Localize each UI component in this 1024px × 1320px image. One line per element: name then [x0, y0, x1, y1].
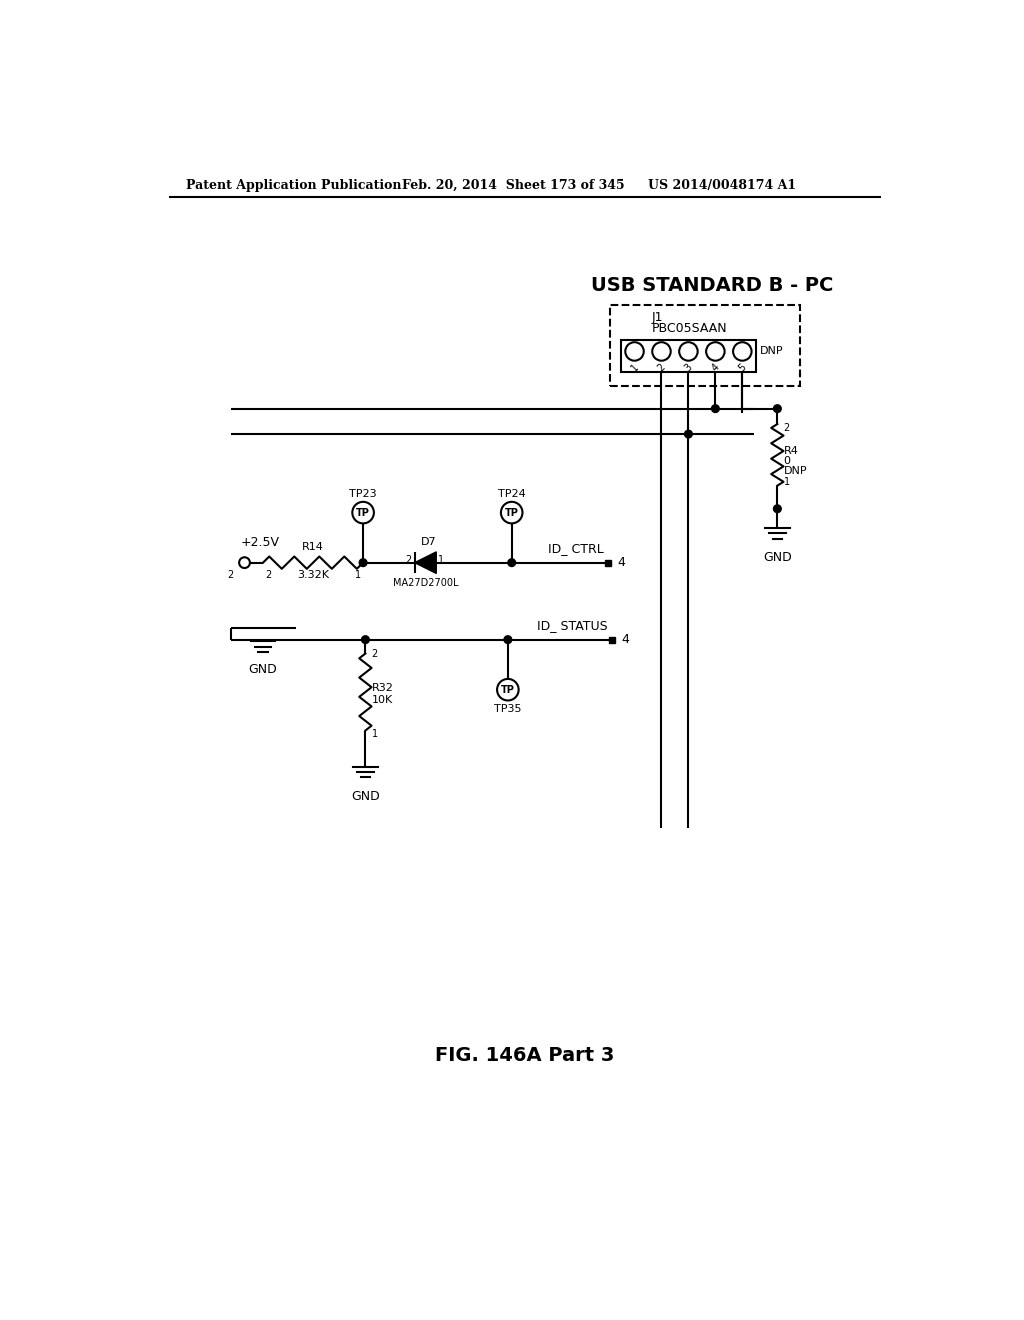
- Text: J1: J1: [652, 312, 664, 323]
- Text: 3.32K: 3.32K: [297, 570, 329, 579]
- Circle shape: [773, 405, 781, 413]
- Circle shape: [361, 636, 370, 644]
- Text: TP: TP: [505, 508, 518, 517]
- Text: TP35: TP35: [495, 704, 521, 714]
- Bar: [609, 305, 801, 385]
- Polygon shape: [415, 552, 436, 573]
- Text: 4: 4: [617, 556, 625, 569]
- Text: ID_ STATUS: ID_ STATUS: [538, 619, 608, 632]
- Text: PBC05SAAN: PBC05SAAN: [652, 322, 727, 335]
- Text: TP: TP: [501, 685, 515, 694]
- Text: 1: 1: [629, 362, 640, 374]
- Circle shape: [504, 636, 512, 644]
- Text: 2: 2: [406, 554, 412, 565]
- Text: 4: 4: [621, 634, 629, 647]
- Text: R4: R4: [783, 446, 799, 455]
- Text: 3: 3: [683, 362, 694, 374]
- Text: R32: R32: [372, 684, 393, 693]
- Text: GND: GND: [249, 663, 278, 676]
- Text: 1: 1: [354, 570, 360, 579]
- Circle shape: [508, 558, 515, 566]
- Text: 1: 1: [783, 477, 790, 487]
- Text: 10K: 10K: [372, 694, 393, 705]
- Bar: [605, 560, 611, 566]
- Text: 1: 1: [438, 554, 444, 565]
- Text: D7: D7: [421, 537, 436, 548]
- Text: R14: R14: [302, 543, 324, 552]
- Text: TP24: TP24: [498, 488, 525, 499]
- Bar: [621, 341, 756, 372]
- Text: Patent Application Publication: Patent Application Publication: [186, 178, 401, 191]
- Circle shape: [712, 405, 719, 413]
- Text: 2: 2: [265, 570, 271, 579]
- Text: MA27D2700L: MA27D2700L: [393, 578, 458, 587]
- Text: Feb. 20, 2014  Sheet 173 of 345: Feb. 20, 2014 Sheet 173 of 345: [401, 178, 625, 191]
- Circle shape: [685, 430, 692, 438]
- Text: 2: 2: [783, 422, 790, 433]
- Text: TP23: TP23: [349, 488, 377, 499]
- Text: 5: 5: [736, 362, 749, 374]
- Text: 2: 2: [372, 648, 378, 659]
- Circle shape: [359, 558, 367, 566]
- Text: 1: 1: [372, 730, 378, 739]
- Text: GND: GND: [351, 789, 380, 803]
- Text: DNP: DNP: [760, 346, 783, 356]
- Bar: [608, 636, 614, 643]
- Text: USB STANDARD B - PC: USB STANDARD B - PC: [591, 276, 834, 294]
- Text: GND: GND: [763, 552, 792, 564]
- Text: DNP: DNP: [783, 466, 807, 477]
- Text: US 2014/0048174 A1: US 2014/0048174 A1: [648, 178, 796, 191]
- Text: TP: TP: [356, 508, 370, 517]
- Text: FIG. 146A Part 3: FIG. 146A Part 3: [435, 1045, 614, 1065]
- Text: +2.5V: +2.5V: [241, 536, 280, 549]
- Text: ID_ CTRL: ID_ CTRL: [549, 543, 604, 554]
- Text: 4: 4: [710, 362, 721, 374]
- Text: 2: 2: [655, 362, 668, 374]
- Text: 0: 0: [783, 455, 791, 466]
- Text: 2: 2: [227, 570, 233, 579]
- Circle shape: [773, 504, 781, 512]
